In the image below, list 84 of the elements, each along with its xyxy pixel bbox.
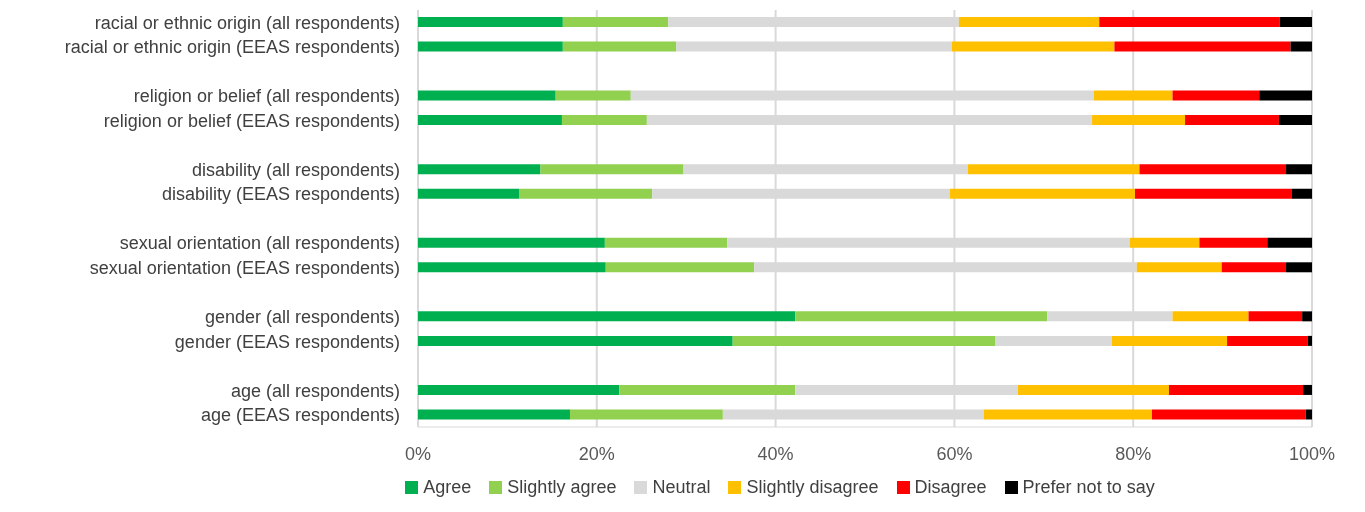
bar bbox=[604, 237, 728, 248]
y-tick-label: racial or ethnic origin (all respondents) bbox=[94, 12, 400, 33]
bar bbox=[562, 17, 669, 27]
y-tick-label: disability (all respondents) bbox=[191, 159, 400, 180]
bar bbox=[1172, 90, 1260, 101]
bar bbox=[418, 188, 520, 199]
bar bbox=[1286, 262, 1312, 273]
bar bbox=[995, 335, 1112, 346]
bar bbox=[561, 115, 647, 126]
y-tick-label: age (all respondents) bbox=[230, 380, 400, 401]
bar bbox=[1136, 262, 1222, 273]
bar bbox=[1099, 17, 1280, 27]
y-tick-label: disability (EEAS respondents) bbox=[161, 184, 400, 205]
bar bbox=[619, 384, 796, 395]
x-tick-label: 80% bbox=[1115, 443, 1152, 464]
x-tick-label: 40% bbox=[757, 443, 794, 464]
legend-label: Agree bbox=[422, 477, 472, 498]
legend-label: Disagree bbox=[913, 477, 987, 498]
bar bbox=[1172, 311, 1249, 322]
bar bbox=[1134, 188, 1292, 199]
bar bbox=[795, 311, 1048, 322]
x-tick-label: 100% bbox=[1288, 443, 1336, 464]
bar bbox=[958, 17, 1100, 27]
bar bbox=[1259, 90, 1312, 101]
bar bbox=[540, 164, 684, 175]
bar bbox=[418, 335, 733, 346]
bar bbox=[519, 188, 653, 199]
bar bbox=[1093, 90, 1173, 101]
bar bbox=[1290, 41, 1312, 52]
bar bbox=[983, 409, 1152, 420]
bar bbox=[1279, 17, 1312, 27]
bar bbox=[1017, 384, 1169, 395]
y-tick-label: gender (all respondents) bbox=[204, 307, 400, 328]
bar bbox=[1185, 115, 1279, 126]
x-tick-label: 0% bbox=[404, 443, 432, 464]
y-tick-label: religion or belief (EEAS respondents) bbox=[103, 110, 400, 131]
bar bbox=[951, 41, 1115, 52]
bar bbox=[1267, 237, 1312, 248]
bar bbox=[555, 90, 631, 101]
bar bbox=[418, 262, 606, 273]
y-tick-label: racial or ethnic origin (EEAS respondents) bbox=[64, 37, 400, 58]
bar bbox=[1111, 335, 1228, 346]
legend-label: Slightly disagree bbox=[745, 477, 879, 498]
bar bbox=[1139, 164, 1287, 175]
legend-label: Slightly agree bbox=[506, 477, 617, 498]
bar bbox=[418, 237, 605, 248]
bar bbox=[418, 164, 541, 175]
y-tick-label: gender (EEAS respondents) bbox=[174, 331, 400, 352]
y-tick-label: sexual orientation (EEAS respondents) bbox=[89, 257, 400, 278]
bar bbox=[418, 384, 620, 395]
bar bbox=[1303, 384, 1312, 395]
legend-label: Neutral bbox=[651, 477, 711, 498]
bar bbox=[1151, 409, 1306, 420]
bar bbox=[1129, 237, 1200, 248]
bar bbox=[732, 335, 996, 346]
bar bbox=[1227, 335, 1308, 346]
y-tick-label: age (EEAS respondents) bbox=[200, 405, 400, 426]
bar bbox=[418, 115, 562, 126]
bar bbox=[562, 41, 677, 52]
x-tick-label: 60% bbox=[936, 443, 973, 464]
bar bbox=[1114, 41, 1291, 52]
bar bbox=[1168, 384, 1304, 395]
bar bbox=[605, 262, 755, 273]
bar bbox=[1248, 311, 1303, 322]
bar bbox=[1291, 188, 1312, 199]
bar bbox=[418, 90, 556, 101]
bar bbox=[1092, 115, 1186, 126]
bar bbox=[1305, 409, 1312, 420]
bar bbox=[418, 41, 563, 52]
bar bbox=[1278, 115, 1312, 126]
bar bbox=[418, 17, 563, 27]
y-tick-label: sexual orientation (all respondents) bbox=[119, 233, 400, 254]
bar bbox=[418, 311, 796, 322]
bar bbox=[1221, 262, 1287, 273]
bar bbox=[967, 164, 1140, 175]
y-tick-label: religion or belief (all respondents) bbox=[133, 86, 400, 107]
bar bbox=[418, 409, 570, 420]
bar bbox=[1302, 311, 1312, 322]
legend-label: Prefer not to say bbox=[1021, 477, 1155, 498]
bar bbox=[1199, 237, 1268, 248]
x-tick-label: 20% bbox=[578, 443, 615, 464]
bar bbox=[569, 409, 723, 420]
bar bbox=[1286, 164, 1312, 175]
bar bbox=[949, 188, 1135, 199]
